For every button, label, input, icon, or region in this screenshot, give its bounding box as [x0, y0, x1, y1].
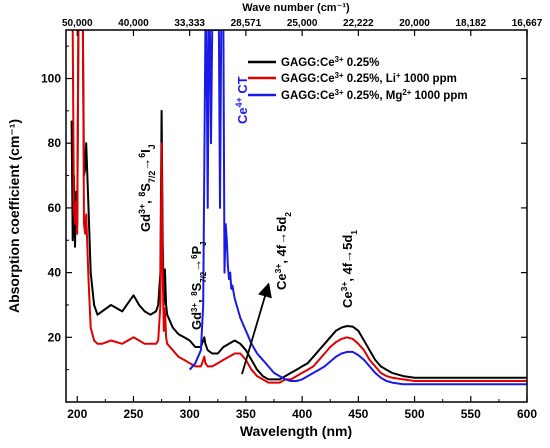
x-tick-label: 350	[236, 407, 256, 421]
text-run: 2+	[402, 88, 411, 97]
text-run: 3+	[335, 88, 344, 97]
text-run: Ce	[235, 107, 250, 124]
top-tick-label: 40,000	[118, 18, 149, 29]
x-tick-label: 600	[517, 407, 537, 421]
top-tick-label: 33,333	[174, 18, 205, 29]
top-tick-label: 18,182	[455, 18, 486, 29]
text-run: P	[189, 246, 204, 255]
annotation-label: Ce3+, 4f→5d2	[273, 212, 293, 290]
text-run: Gd	[189, 312, 204, 330]
text-run: J	[199, 241, 208, 245]
text-run: , 4f→5d	[340, 235, 355, 282]
text-run: 0.25%, Mg	[344, 90, 403, 102]
text-run: 8	[137, 192, 147, 197]
legend: GAGG:Ce3+ 0.25%GAGG:Ce3+ 0.25%, Li+ 1000…	[248, 55, 468, 103]
x-tick-label: 250	[123, 407, 143, 421]
annotation-label: Ce3+, 4f→5d1	[339, 230, 359, 308]
text-run: 3+	[335, 71, 344, 80]
text-run: 1	[349, 230, 359, 235]
text-run: 3+	[137, 204, 147, 214]
text-run: 2	[283, 212, 293, 217]
text-run: 6	[190, 254, 199, 259]
text-run: GAGG:Ce	[281, 73, 335, 85]
text-run: GAGG:Ce	[281, 90, 335, 102]
text-run: 3+	[190, 303, 199, 312]
text-run: , 4f→5d	[274, 217, 289, 264]
top-tick-label: 25,000	[287, 18, 318, 29]
text-run: J	[147, 144, 157, 149]
text-run: 7/2	[199, 271, 208, 283]
text-run: 3+	[273, 264, 283, 274]
text-run: →	[138, 158, 153, 171]
x-tick-label: 300	[180, 407, 200, 421]
y-tick-label: 100	[41, 72, 61, 86]
annotation-label: Gd3+, 8S7/2→6IJ	[137, 144, 157, 232]
text-run: S	[189, 282, 204, 291]
text-run: 3+	[335, 55, 344, 64]
top-tick-label: 28,571	[231, 18, 262, 29]
text-run: 7/2	[147, 171, 157, 183]
x-tick-label: 500	[405, 407, 425, 421]
y-tick-label: 40	[48, 266, 62, 280]
text-run: I	[138, 149, 153, 153]
x-tick-label: 450	[348, 407, 368, 421]
text-run: ,	[189, 296, 204, 303]
y-axis: 20 40 60 80 100	[41, 45, 527, 371]
text-run: Gd	[138, 214, 153, 232]
text-run: 0.25%, Li	[344, 73, 396, 85]
x-tick-label: 400	[292, 407, 312, 421]
annotation-label: Gd3+, 8S7/2→6PJ	[189, 241, 208, 330]
text-run: CT	[235, 76, 250, 97]
x-axis: 200 250 300 350 400 450 500 550 600	[67, 396, 537, 421]
text-run: Ce	[274, 273, 289, 290]
y-axis-title: Absorption coefficient (cm⁻¹)	[6, 119, 22, 313]
text-run: 1000 ppm	[411, 90, 467, 102]
text-run: ,	[138, 197, 153, 204]
legend-label: GAGG:Ce3+ 0.25%	[281, 55, 379, 70]
top-tick-label: 20,000	[399, 18, 430, 29]
plot-frame	[65, 29, 528, 403]
annotation-arrow	[241, 282, 272, 375]
x-tick-label: 550	[461, 407, 481, 421]
y-tick-label: 80	[48, 136, 62, 150]
annotation-label: Ce4+ CT	[234, 76, 250, 124]
text-run: Ce	[340, 291, 355, 308]
legend-label: GAGG:Ce3+ 0.25%, Mg2+ 1000 ppm	[281, 88, 468, 103]
text-run: 0.25%	[344, 57, 380, 69]
text-run: 8	[190, 291, 199, 296]
text-run: →	[189, 259, 204, 272]
top-tick-label: 50,000	[62, 18, 93, 29]
legend-label: GAGG:Ce3+ 0.25%, Li+ 1000 ppm	[281, 71, 457, 86]
text-run: 6	[137, 153, 147, 158]
text-run: 4+	[234, 97, 244, 107]
top-axis: 50,000 40,000 33,333 28,571 25,000 22,222 20,0…	[62, 18, 543, 36]
top-tick-label: 16,667	[512, 18, 543, 29]
text-run: 3+	[339, 282, 349, 292]
top-tick-label: 22,222	[343, 18, 374, 29]
series-line-1	[71, 30, 527, 384]
series-line-0	[70, 30, 527, 381]
top-axis-title: Wave number (cm⁻¹)	[242, 2, 350, 14]
text-run: 1000 ppm	[401, 73, 457, 85]
text-run: GAGG:Ce	[281, 57, 335, 69]
text-run: S	[138, 183, 153, 192]
y-tick-label: 60	[48, 201, 62, 215]
x-axis-title: Wavelength (nm)	[240, 423, 352, 439]
y-tick-label: 20	[48, 330, 62, 344]
x-tick-label: 200	[67, 407, 87, 421]
text-run: +	[396, 71, 401, 80]
